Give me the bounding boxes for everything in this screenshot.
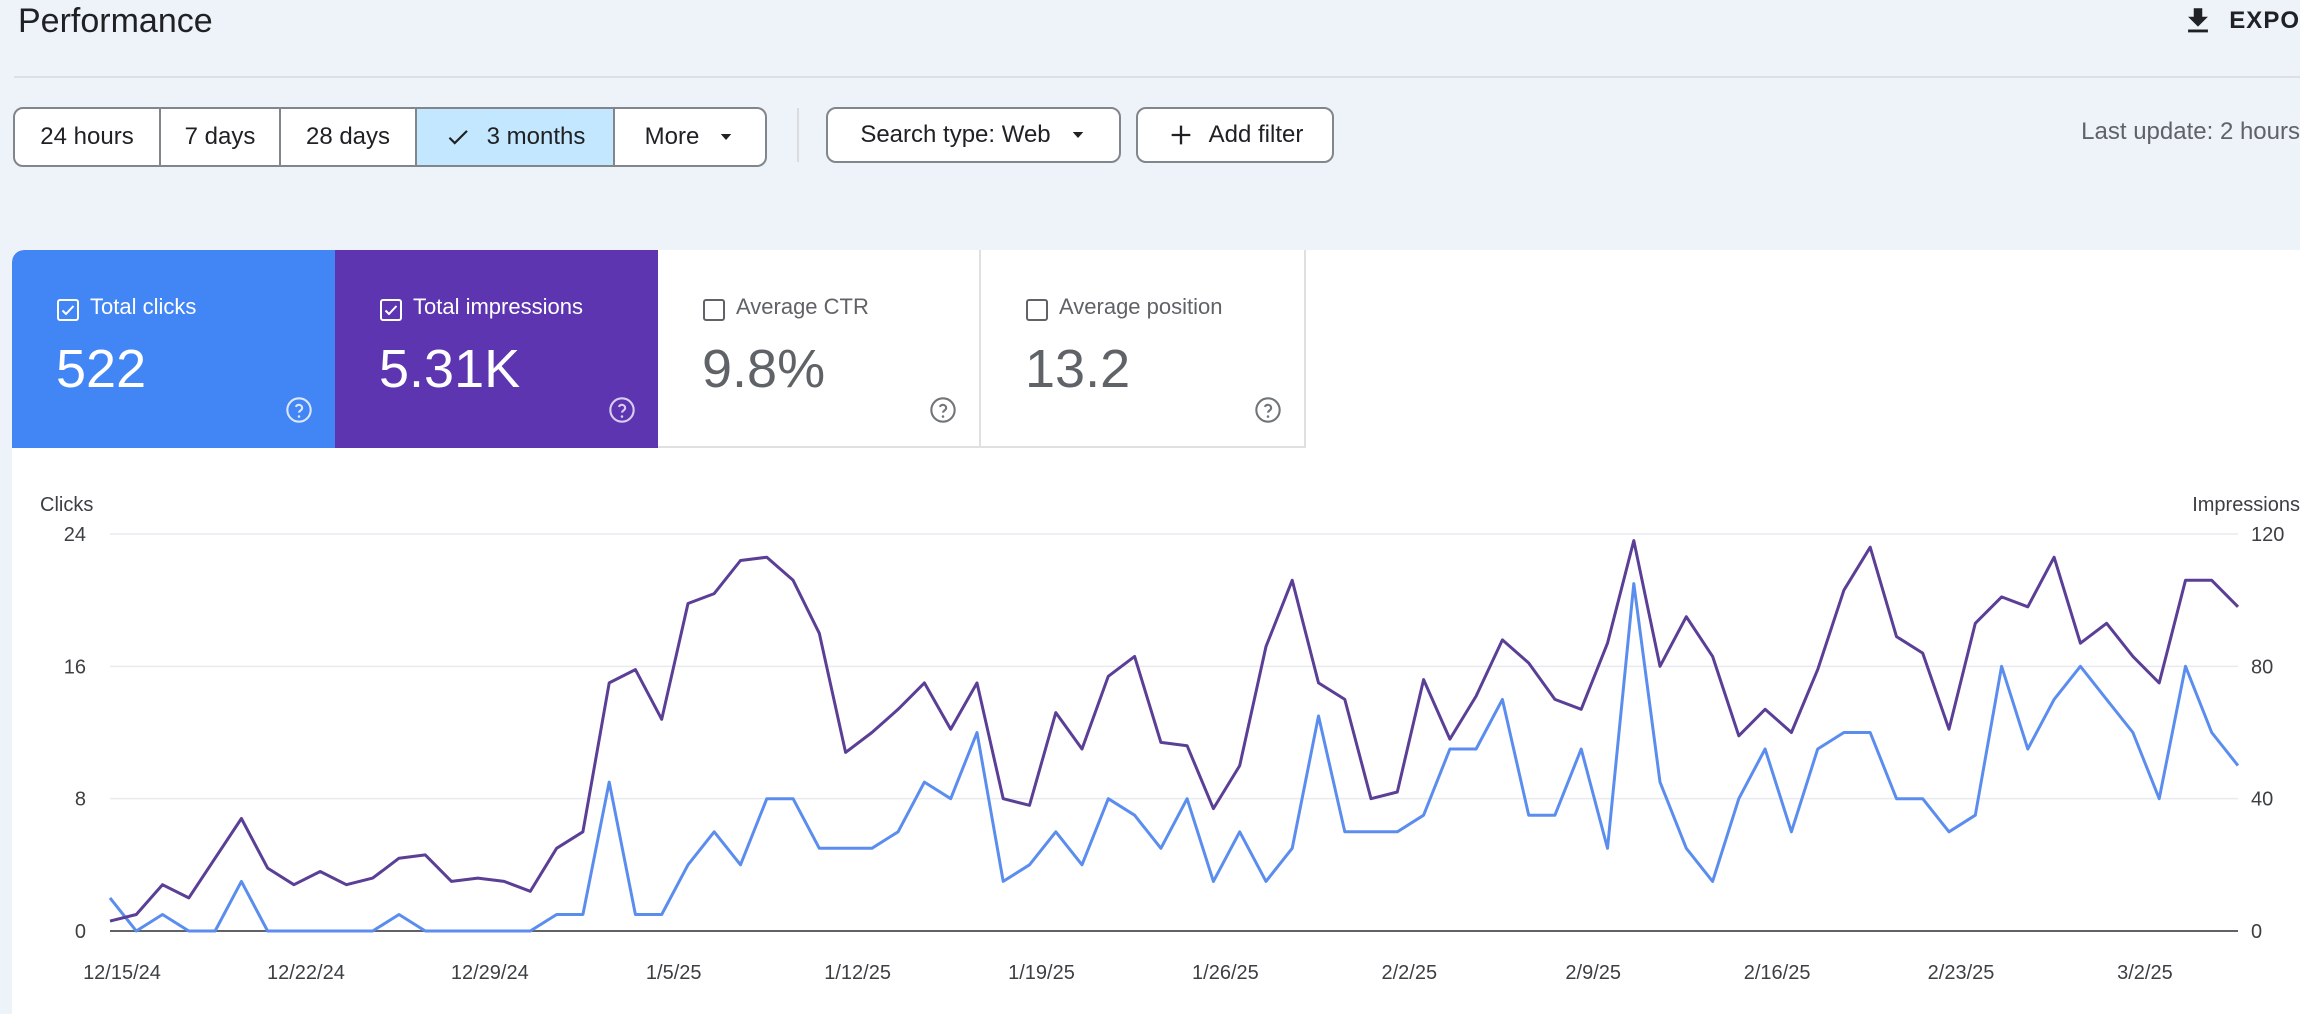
metric-label: Average position — [1059, 294, 1223, 319]
help-icon[interactable] — [285, 396, 313, 424]
metric-card-average-ctr[interactable]: Average CTR 9.8% — [658, 250, 981, 448]
x-tick-label: 2/16/25 — [1744, 962, 1811, 984]
plus-icon — [1171, 125, 1190, 145]
right-tick-label: 80 — [2251, 656, 2273, 678]
help-icon[interactable] — [1254, 396, 1282, 424]
last-update-text: Last update: 2 hours — [2081, 118, 2300, 145]
export-label: EXPO — [2229, 7, 2300, 34]
metric-value: 13.2 — [1025, 339, 1131, 399]
help-icon[interactable] — [929, 396, 957, 424]
metric-label: Average CTR — [736, 294, 869, 319]
x-tick-label: 12/29/24 — [451, 962, 529, 984]
performance-chart[interactable]: Clicks Impressions 0 0 8 40 16 80 24 120 12/15/24 1… — [12, 250, 2300, 1014]
metric-card-total-impressions[interactable]: Total impressions 5.31K — [335, 250, 658, 448]
right-tick-label: 120 — [2251, 524, 2284, 546]
left-tick-label: 8 — [75, 789, 86, 811]
metric-card-average-position[interactable]: Average position 13.2 — [981, 250, 1306, 448]
series-line-impressions[interactable] — [109, 539, 2240, 923]
range-more-dropdown[interactable]: More — [615, 109, 765, 165]
caret-down-icon — [721, 134, 732, 140]
caret-down-icon — [1072, 132, 1083, 138]
x-tick-label: 2/23/25 — [1928, 962, 1995, 984]
add-filter-button[interactable]: Add filter — [1136, 107, 1334, 163]
range-28-days-button[interactable]: 28 days — [281, 109, 417, 165]
header-divider — [14, 76, 2300, 78]
range-3-months-button[interactable]: 3 months — [417, 109, 615, 165]
add-filter-label: Add filter — [1208, 121, 1304, 148]
x-tick-label: 1/26/25 — [1192, 962, 1259, 984]
x-tick-label: 12/22/24 — [267, 962, 345, 984]
x-tick-label: 12/15/24 — [83, 962, 161, 984]
checkbox-unchecked-icon[interactable] — [702, 298, 726, 322]
metric-value: 522 — [56, 339, 147, 399]
search-type-label: Search type: Web — [860, 121, 1051, 148]
date-range-selector: 24 hours 7 days 28 days 3 months More — [13, 107, 767, 167]
range-7-days-button[interactable]: 7 days — [161, 109, 281, 165]
toolbar-separator — [797, 108, 799, 162]
x-tick-label: 2/2/25 — [1382, 962, 1438, 984]
x-tick-label: 2/9/25 — [1565, 962, 1621, 984]
search-type-dropdown[interactable]: Search type: Web — [826, 107, 1121, 163]
x-tick-label: 1/12/25 — [824, 962, 891, 984]
check-icon — [448, 130, 468, 145]
metric-value: 5.31K — [379, 339, 521, 399]
left-tick-label: 0 — [75, 921, 86, 943]
export-button[interactable]: EXPO — [2181, 0, 2300, 42]
series-line-clicks[interactable] — [108, 582, 2240, 933]
right-axis-title: Impressions — [2192, 494, 2300, 516]
metric-card-total-clicks[interactable]: Total clicks 522 — [12, 250, 335, 448]
checkbox-checked-icon[interactable] — [56, 298, 80, 322]
range-24-hours-button[interactable]: 24 hours — [15, 109, 161, 165]
x-tick-label: 1/5/25 — [646, 962, 702, 984]
performance-panel: Total clicks 522 Total impressions 5.31K… — [12, 250, 2300, 1014]
help-icon[interactable] — [608, 396, 636, 424]
metric-value: 9.8% — [702, 339, 826, 399]
range-label: More — [644, 123, 700, 150]
right-tick-label: 0 — [2251, 921, 2262, 943]
right-tick-label: 40 — [2251, 789, 2273, 811]
checkbox-unchecked-icon[interactable] — [1025, 298, 1049, 322]
left-axis-title: Clicks — [40, 494, 93, 516]
download-icon — [2188, 8, 2209, 33]
range-label: 28 days — [305, 123, 391, 150]
page-title: Performance — [18, 2, 213, 40]
metric-label: Total impressions — [413, 294, 583, 319]
x-tick-label: 3/2/25 — [2117, 962, 2173, 984]
metric-label: Total clicks — [90, 294, 197, 319]
left-tick-label: 24 — [64, 524, 86, 546]
left-tick-label: 16 — [64, 656, 86, 678]
checkbox-checked-icon[interactable] — [379, 298, 403, 322]
range-label: 3 months — [486, 123, 586, 150]
range-label: 24 hours — [40, 123, 134, 150]
range-label: 7 days — [184, 123, 256, 150]
x-tick-label: 1/19/25 — [1008, 962, 1075, 984]
